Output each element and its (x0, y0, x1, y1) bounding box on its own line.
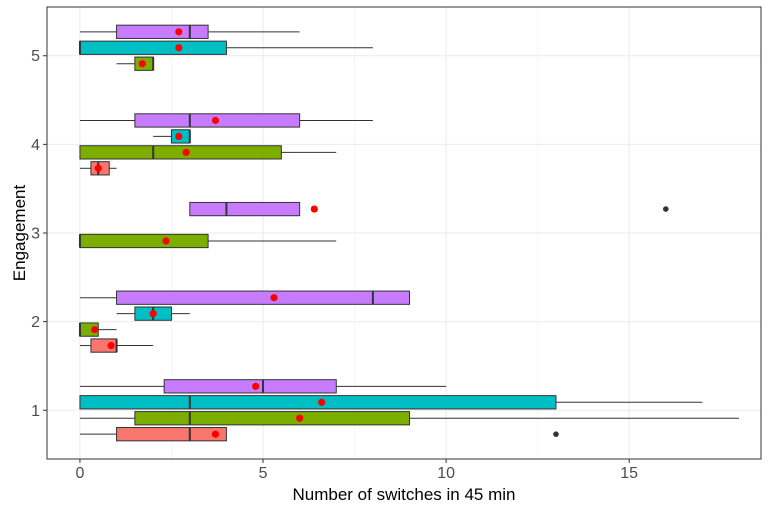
box-engagement-5-group-3 (79, 24, 300, 39)
mean-point (318, 398, 326, 406)
box-engagement-4-group-1 (79, 145, 337, 160)
box-iqr (79, 40, 227, 55)
mean-point (211, 116, 220, 125)
mean-point (175, 132, 183, 140)
mean-point (107, 341, 115, 350)
box-iqr (79, 395, 557, 410)
box-iqr (189, 201, 301, 217)
box-engagement-2-group-0 (79, 338, 154, 353)
box-series (78, 24, 740, 442)
box-engagement-1-group-2 (79, 395, 703, 410)
x-axis-title: Number of switches in 45 min (293, 485, 516, 504)
box-engagement-3-group-3 (189, 201, 669, 217)
box-engagement-2-group-1 (78, 322, 117, 337)
box-engagement-1-group-3 (79, 379, 447, 394)
box-engagement-2-group-2 (116, 306, 190, 321)
mean-point (270, 294, 278, 302)
box-engagement-4-group-3 (79, 113, 373, 128)
box-engagement-4-group-0 (79, 161, 117, 176)
box-engagement-1-group-1 (79, 411, 740, 426)
mean-point (182, 148, 190, 156)
y-tick-label: 3 (31, 226, 40, 243)
mean-point (175, 28, 183, 36)
box-iqr (134, 411, 410, 426)
mean-point (211, 430, 220, 438)
box-engagement-4-group-2 (153, 129, 191, 144)
mean-point (94, 164, 102, 172)
mean-point (138, 60, 146, 68)
box-engagement-3-group-1 (78, 233, 337, 249)
y-tick-label: 1 (31, 403, 40, 420)
mean-point (310, 205, 318, 213)
y-axis-title: Engagement (10, 185, 29, 282)
box-iqr (116, 24, 209, 39)
box-iqr (116, 427, 227, 442)
box-engagement-5-group-2 (78, 40, 373, 55)
mean-point (296, 414, 304, 422)
box-iqr (163, 379, 337, 394)
x-tick-label: 5 (259, 465, 268, 482)
x-tick-label: 15 (620, 465, 638, 482)
y-tick-label: 2 (31, 314, 40, 331)
mean-point (252, 382, 260, 390)
mean-point (91, 326, 99, 334)
box-iqr (116, 290, 410, 305)
outlier-point (663, 206, 669, 212)
outlier-point (553, 431, 559, 437)
x-tick-label: 10 (437, 465, 455, 482)
box-iqr (79, 145, 282, 160)
axes: 0 5 10 15 1 2 3 4 5 (31, 48, 638, 482)
y-tick-label: 4 (31, 137, 40, 154)
box-engagement-5-group-1 (116, 56, 155, 71)
y-tick-label: 5 (31, 48, 40, 65)
mean-point (149, 310, 157, 318)
grid-lines (47, 7, 761, 459)
box-engagement-1-group-0 (79, 427, 559, 442)
mean-point (162, 237, 170, 245)
box-iqr (79, 233, 209, 249)
x-tick-label: 0 (76, 465, 85, 482)
box-engagement-2-group-3 (79, 290, 410, 305)
mean-point (175, 44, 183, 52)
